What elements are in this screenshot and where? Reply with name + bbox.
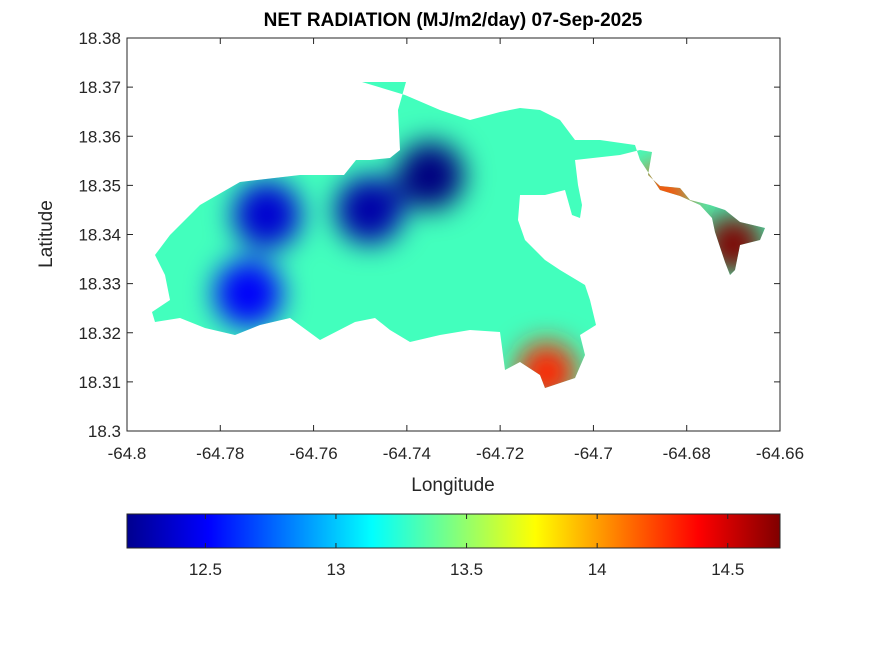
- y-tick-label: 18.34: [78, 226, 121, 245]
- x-tick-label: -64.76: [289, 444, 337, 463]
- x-tick-label: -64.68: [663, 444, 711, 463]
- heat-blob: [335, 175, 404, 244]
- x-tick-label: -64.78: [196, 444, 244, 463]
- heat-blob: [396, 141, 465, 210]
- y-tick-label: 18.3: [88, 422, 121, 441]
- x-tick-label: -64.74: [383, 444, 431, 463]
- x-tick-label: -64.8: [108, 444, 147, 463]
- y-tick-label: 18.32: [78, 324, 121, 343]
- colorbar-tick-label: 12.5: [189, 560, 222, 579]
- y-axis-label: Latitude: [36, 200, 57, 268]
- y-tick-label: 18.36: [78, 127, 121, 146]
- x-axis-ticks: -64.8 -64.78 -64.76 -64.74 -64.72 -64.7 -64.68…: [108, 38, 804, 463]
- y-tick-label: 18.37: [78, 78, 121, 97]
- colorbar-tick-label: 13.5: [450, 560, 483, 579]
- colorbar-tick-label: 14.5: [711, 560, 744, 579]
- colorbar-tick-label: 14: [588, 560, 607, 579]
- colorbar: [126, 513, 781, 549]
- x-tick-label: -64.72: [476, 444, 524, 463]
- y-tick-label: 18.31: [78, 373, 121, 392]
- x-axis-label: Longitude: [411, 475, 494, 496]
- y-tick-label: 18.33: [78, 275, 121, 294]
- colorbar-ticks: 12.5 13 13.5 14 14.5: [189, 514, 744, 579]
- y-tick-label: 18.38: [78, 29, 121, 48]
- heat-blob: [214, 259, 283, 328]
- x-tick-label: -64.7: [574, 444, 613, 463]
- heat-blob: [232, 180, 301, 249]
- chart-title: NET RADIATION (MJ/m2/day) 07-Sep-2025: [264, 10, 643, 31]
- y-tick-label: 18.35: [78, 176, 121, 195]
- colorbar-tick-label: 13: [326, 560, 345, 579]
- x-tick-label: -64.66: [756, 444, 804, 463]
- y-axis-ticks: 18.3 18.31 18.32 18.33 18.34 18.35 18.36 18.37 1…: [78, 29, 780, 441]
